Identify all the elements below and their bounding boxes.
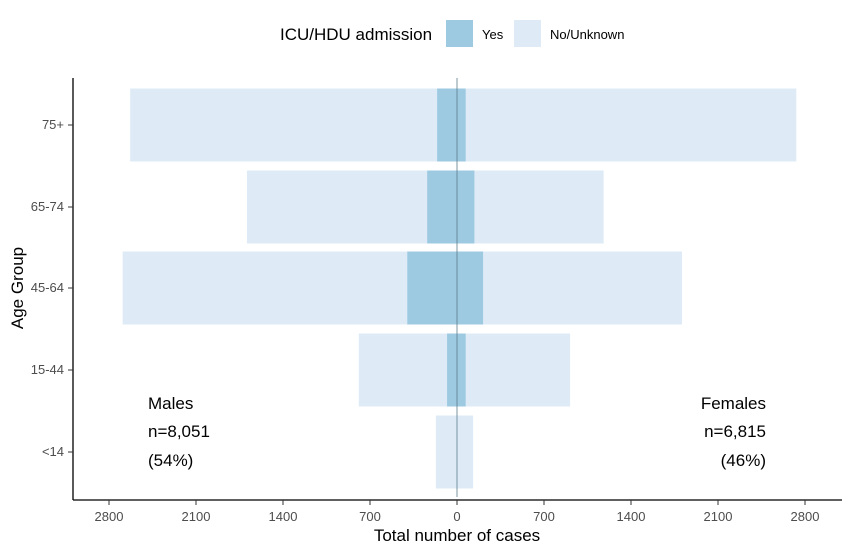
x-tick-label: 1400 [617,509,646,524]
males-percent: (54%) [148,451,193,470]
males-label: Males [148,394,193,413]
x-tick-label: 2100 [704,509,733,524]
males-count: n=8,051 [148,422,210,441]
bar-no-unknown-females [457,251,682,325]
legend-swatch-no-unknown [514,20,541,47]
x-tick-label: 700 [533,509,555,524]
y-tick-label: 15-44 [31,362,64,377]
bar-yes-males [427,170,457,244]
x-axis-ticks: 2800 2100 1400 700 0 700 1400 2100 2800 [95,500,820,524]
y-tick-label: <14 [42,444,64,459]
x-tick-label: 2100 [182,509,211,524]
y-tick-label: 65-74 [31,199,64,214]
legend-title: ICU/HDU admission [280,25,432,44]
y-axis-label: Age Group [8,247,27,329]
bar-yes-females [457,88,466,162]
bar-yes-females [457,333,466,407]
bar-yes-males [407,251,457,325]
x-tick-label: 0 [453,509,460,524]
females-percent: (46%) [721,451,766,470]
bar-no-unknown-females [457,333,571,407]
bar-no-unknown-males [358,333,457,407]
legend-label-no-unknown: No/Unknown [550,27,624,42]
y-tick-label: 75+ [42,117,64,132]
x-tick-label: 2800 [95,509,124,524]
bar-yes-females [457,251,484,325]
yes-bars [407,88,484,407]
bar-no-unknown-females [457,170,604,244]
y-tick-label: 45-64 [31,280,64,295]
females-annotation: Females n=6,815 (46%) [701,394,766,470]
bar-no-unknown-females [457,415,474,489]
x-tick-label: 2800 [791,509,820,524]
males-annotation: Males n=8,051 (54%) [148,394,210,470]
females-count: n=6,815 [704,422,766,441]
bar-no-unknown-males [122,251,458,325]
bar-yes-females [457,170,475,244]
no-unknown-bars [122,88,797,489]
x-tick-label: 700 [359,509,381,524]
bar-no-unknown-males [130,88,457,162]
bar-no-unknown-males [435,415,457,489]
females-label: Females [701,394,766,413]
x-tick-label: 1400 [269,509,298,524]
bar-yes-males [437,88,457,162]
y-axis-ticks: <14 15-44 45-64 65-74 75+ [31,117,73,459]
legend-label-yes: Yes [482,27,504,42]
bar-no-unknown-males [246,170,457,244]
legend: ICU/HDU admission Yes No/Unknown [280,20,624,47]
legend-swatch-yes [446,20,473,47]
bar-yes-males [447,333,457,407]
bar-no-unknown-females [457,88,797,162]
x-axis-label: Total number of cases [374,526,540,545]
